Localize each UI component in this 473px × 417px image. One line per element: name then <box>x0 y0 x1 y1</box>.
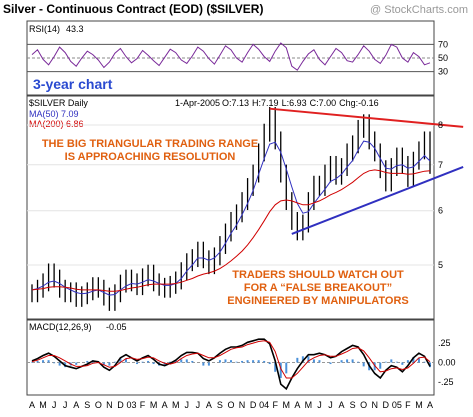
x-tick-label: A <box>427 400 433 410</box>
ohlc-close: C:7.00 <box>310 98 337 108</box>
rsi-tick-label: 50 <box>438 53 448 63</box>
x-tick-label: 03 <box>126 400 136 410</box>
x-tick-label: S <box>84 400 90 410</box>
macd-signal-line <box>31 340 431 379</box>
x-tick-label: O <box>360 400 367 410</box>
rsi-line <box>31 42 431 71</box>
x-tick-label: J <box>196 400 201 410</box>
x-tick-label: D <box>250 400 257 410</box>
ohlc-open: O:7.13 <box>222 98 249 108</box>
x-tick-label: A <box>206 400 212 410</box>
x-tick-label: J <box>185 400 190 410</box>
x-tick-label: N <box>106 400 113 410</box>
macd-tick-label: 0.00 <box>438 358 456 368</box>
price-tick-label: 6 <box>438 206 443 216</box>
price-plot <box>27 107 464 311</box>
ma200-line <box>31 169 431 292</box>
x-tick-label: A <box>29 400 35 410</box>
macd-tick-label: .25 <box>438 338 451 348</box>
chart-title: Silver - Continuous Contract (EOD) ($SIL… <box>3 2 263 16</box>
macd-tick-label: -.25 <box>438 377 454 387</box>
ohlc-low: L:6.93 <box>282 98 307 108</box>
macd-plot <box>27 338 434 391</box>
x-tick-label: A <box>339 400 345 410</box>
three-year-chart-label: 3-year chart <box>33 76 113 92</box>
x-tick-label: D <box>383 400 390 410</box>
x-axis-labels: A M J J A S O N D 03 F M A M J J A S O N D 04 F M A M J J A S O N D 05 F M A <box>29 400 433 410</box>
annotation-line-1: THE BIG TRIANGULAR TRADING RANGE <box>42 138 258 150</box>
ohlc-high: H:7.19 <box>252 98 279 108</box>
macd-line <box>31 338 431 391</box>
x-tick-label: J <box>63 400 68 410</box>
support-trend-line <box>291 165 464 235</box>
x-tick-label: 05 <box>392 400 402 410</box>
macd-panel-frame <box>26 319 435 396</box>
x-tick-label: D <box>117 400 124 410</box>
x-tick-label: A <box>294 400 300 410</box>
rsi-value: 43.3 <box>66 24 84 34</box>
x-tick-label: N <box>239 400 246 410</box>
x-tick-label: A <box>73 400 79 410</box>
x-tick-label: M <box>415 400 423 410</box>
macd-label: MACD(12,26,9) <box>29 322 92 332</box>
x-tick-label: M <box>305 400 313 410</box>
x-tick-label: S <box>217 400 223 410</box>
x-tick-label: N <box>371 400 378 410</box>
x-tick-label: F <box>405 400 411 410</box>
x-tick-label: M <box>172 400 180 410</box>
rsi-tick-label: 70 <box>438 39 448 49</box>
price-tick-label: 7 <box>438 160 443 170</box>
ohlc-change: Chg:-0.16 <box>339 98 379 108</box>
x-tick-label: O <box>95 400 102 410</box>
x-tick-label: 04 <box>259 400 269 410</box>
price-tick-label: 5 <box>438 260 443 270</box>
x-tick-label: J <box>317 400 322 410</box>
ma50-legend: MA(50) 7.09 <box>29 109 79 119</box>
x-tick-label: S <box>350 400 356 410</box>
y-axis-labels: 30 50 70 5 6 7 8 .25 0.00 -.25 <box>438 39 456 387</box>
x-tick-label: F <box>140 400 146 410</box>
annotation-line-2: IS APPROACHING RESOLUTION <box>65 151 236 163</box>
x-tick-label: M <box>150 400 158 410</box>
rsi-tick-label: 30 <box>438 67 448 77</box>
watermark-text: @ StockCharts.com <box>370 4 468 16</box>
x-tick-label: M <box>283 400 291 410</box>
x-tick-label: A <box>162 400 168 410</box>
annotation-line-3: TRADERS SHOULD WATCH OUT <box>232 269 404 281</box>
x-tick-label: F <box>272 400 278 410</box>
x-tick-label: J <box>52 400 57 410</box>
price-panel-frame <box>26 95 435 320</box>
x-tick-label: J <box>328 400 333 410</box>
resistance-trend-line <box>269 107 464 128</box>
price-series-label: $SILVER Daily <box>29 98 88 108</box>
ohlc-readout: O:7.13 H:7.19 L:6.93 C:7.00 Chg:-0.16 <box>222 98 379 108</box>
annotation-line-4: FOR A “FALSE BREAKOUT” <box>244 282 392 294</box>
price-tick-label: 8 <box>438 120 443 130</box>
x-tick-label: M <box>39 400 47 410</box>
annotation-line-5: ENGINEERED BY MANIPULATORS <box>227 295 409 307</box>
rsi-plot <box>27 42 434 73</box>
x-tick-label: O <box>227 400 234 410</box>
ma200-legend: MA(200) 6.86 <box>29 119 84 129</box>
macd-value: -0.05 <box>106 322 127 332</box>
price-date: 1-Apr-2005 <box>175 98 220 108</box>
rsi-label: RSI(14) <box>29 24 60 34</box>
